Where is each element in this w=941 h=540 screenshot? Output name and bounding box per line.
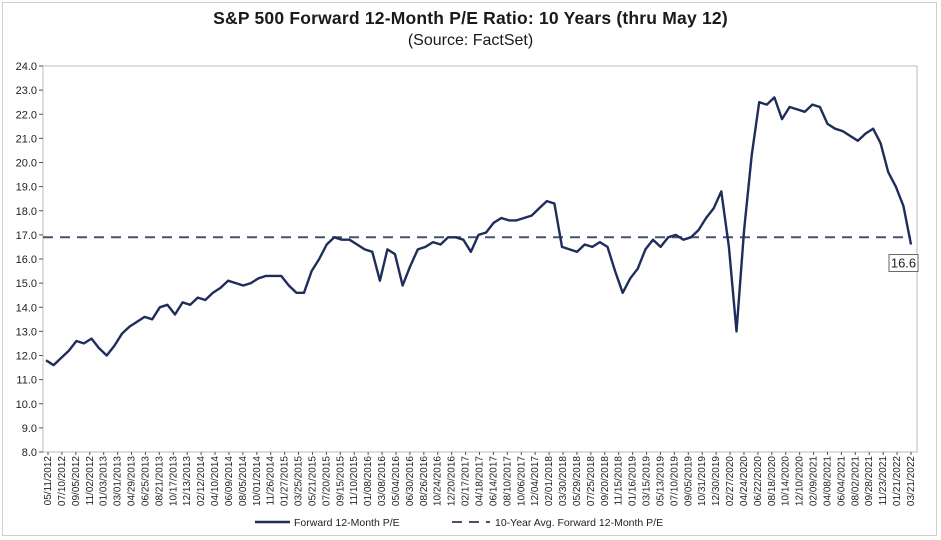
y-tick-label: 19.0: [16, 182, 37, 194]
callout-value: 16.6: [891, 256, 916, 271]
x-tick-label: 12/10/2020: [795, 456, 806, 506]
x-tick-label: 08/21/2013: [154, 456, 165, 506]
legend: Forward 12-Month P/E 10-Year Avg. Forward…: [255, 517, 663, 529]
x-tick-label: 07/10/2012: [57, 456, 68, 506]
x-tick-label: 11/15/2018: [614, 456, 625, 506]
y-tick-label: 23.0: [16, 85, 37, 97]
x-tick-label: 12/20/2016: [447, 456, 458, 506]
x-tick-label: 10/17/2013: [168, 456, 179, 506]
x-tick-label: 08/10/2017: [502, 456, 513, 506]
x-tick-label: 07/20/2015: [321, 456, 332, 506]
y-tick-label: 9.0: [22, 423, 37, 435]
x-tick-label: 12/13/2013: [182, 456, 193, 506]
x-tick-label: 03/08/2016: [377, 456, 388, 506]
y-tick-label: 8.0: [22, 447, 37, 459]
x-tick-label: 05/13/2019: [655, 456, 666, 506]
x-tick-label: 06/25/2013: [140, 456, 151, 506]
x-tick-label: 10/01/2014: [252, 456, 263, 506]
x-tick-label: 01/03/2013: [99, 456, 110, 506]
x-tick-label: 08/26/2016: [419, 456, 430, 506]
x-tick-label: 03/30/2018: [558, 456, 569, 506]
x-tick-label: 08/02/2021: [850, 456, 861, 506]
x-tick-label: 07/10/2019: [669, 456, 680, 506]
x-tick-label: 06/30/2016: [405, 456, 416, 506]
x-tick-label: 09/05/2019: [683, 456, 694, 506]
x-tick-label: 06/09/2014: [224, 456, 235, 506]
y-tick-label: 17.0: [16, 230, 37, 242]
x-tick-label: 11/10/2015: [349, 456, 360, 506]
x-tick-label: 01/16/2019: [628, 456, 639, 506]
x-tick-label: 11/26/2014: [266, 456, 277, 506]
x-tick-label: 01/08/2016: [363, 456, 374, 506]
x-tick-label: 04/08/2021: [822, 456, 833, 506]
x-tick-label: 03/21/2022: [906, 456, 917, 506]
x-tick-label: 04/29/2013: [127, 456, 138, 506]
x-tick-label: 10/24/2016: [433, 456, 444, 506]
x-tick-label: 01/21/2022: [892, 456, 903, 506]
y-tick-label: 18.0: [16, 206, 37, 218]
x-tick-label: 11/23/2021: [878, 456, 889, 506]
x-tick-label: 02/09/2021: [809, 456, 820, 506]
x-tick-label: 09/20/2018: [600, 456, 611, 506]
chart-subtitle: (Source: FactSet): [407, 32, 534, 49]
x-tick-label: 10/31/2019: [697, 456, 708, 506]
x-tick-label: 02/12/2014: [196, 456, 207, 506]
callout-box: [888, 254, 919, 273]
x-tick-label: 03/01/2013: [113, 456, 124, 506]
x-tick-label: 04/18/2017: [475, 456, 486, 506]
x-tick-label: 01/27/2015: [280, 456, 291, 506]
x-tick-label: 06/14/2017: [488, 456, 499, 506]
legend-label-average-pe: 10-Year Avg. Forward 12-Month P/E: [495, 517, 663, 529]
x-tick-label: 10/14/2020: [781, 456, 792, 506]
x-tick-label: 05/21/2015: [307, 456, 318, 506]
y-tick-label: 20.0: [16, 158, 37, 170]
x-tick-label: 09/28/2021: [864, 456, 875, 506]
x-tick-label: 05/04/2016: [391, 456, 402, 506]
y-tick-label: 16.0: [16, 254, 37, 266]
x-tick-label: 07/25/2018: [586, 456, 597, 506]
y-axis: 8.0 9.0 10.0 11.0 12.0 13.0 14.0 15.0 16.0 17.0 18…: [16, 61, 43, 459]
chart-title: S&P 500 Forward 12-Month P/E Ratio: 10 Y…: [213, 8, 728, 28]
x-tick-label: 02/01/2018: [544, 456, 555, 506]
x-tick-label: 04/24/2020: [739, 456, 750, 506]
x-tick-label: 02/17/2017: [461, 456, 472, 506]
y-tick-label: 10.0: [16, 399, 37, 411]
y-tick-label: 13.0: [16, 326, 37, 338]
legend-label-forward-pe: Forward 12-Month P/E: [294, 517, 400, 529]
x-axis: 05/11/2012 07/10/2012 09/05/2012 11/02/2012…: [43, 452, 917, 506]
x-tick-label: 09/05/2012: [71, 456, 82, 506]
y-tick-label: 22.0: [16, 109, 37, 121]
x-tick-label: 06/22/2020: [753, 456, 764, 506]
x-tick-label: 03/15/2019: [642, 456, 653, 506]
series-layer: [43, 96, 913, 367]
y-tick-label: 21.0: [16, 133, 37, 145]
x-tick-label: 02/27/2020: [725, 456, 736, 506]
y-tick-label: 12.0: [16, 351, 37, 363]
x-tick-label: 04/10/2014: [210, 456, 221, 506]
y-tick-label: 24.0: [16, 61, 37, 73]
y-tick-label: 15.0: [16, 278, 37, 290]
x-tick-label: 09/15/2015: [335, 456, 346, 506]
x-tick-label: 10/06/2017: [516, 456, 527, 506]
x-tick-label: 05/11/2012: [43, 456, 54, 506]
x-tick-label: 08/18/2020: [767, 456, 778, 506]
x-tick-label: 12/30/2019: [711, 456, 722, 506]
x-tick-label: 05/29/2018: [572, 456, 583, 506]
forward-pe-line: [45, 96, 913, 367]
x-tick-label: 06/04/2021: [836, 456, 847, 506]
y-tick-label: 14.0: [16, 302, 37, 314]
y-tick-label: 11.0: [16, 375, 37, 387]
plot-area: [42, 65, 918, 453]
x-tick-label: 08/05/2014: [238, 456, 249, 506]
x-tick-label: 12/04/2017: [530, 456, 541, 506]
x-tick-label: 11/02/2012: [85, 456, 96, 506]
last-value-callout: 16.6: [888, 254, 919, 273]
x-tick-label: 03/25/2015: [294, 456, 305, 506]
plot-border: [42, 65, 918, 453]
